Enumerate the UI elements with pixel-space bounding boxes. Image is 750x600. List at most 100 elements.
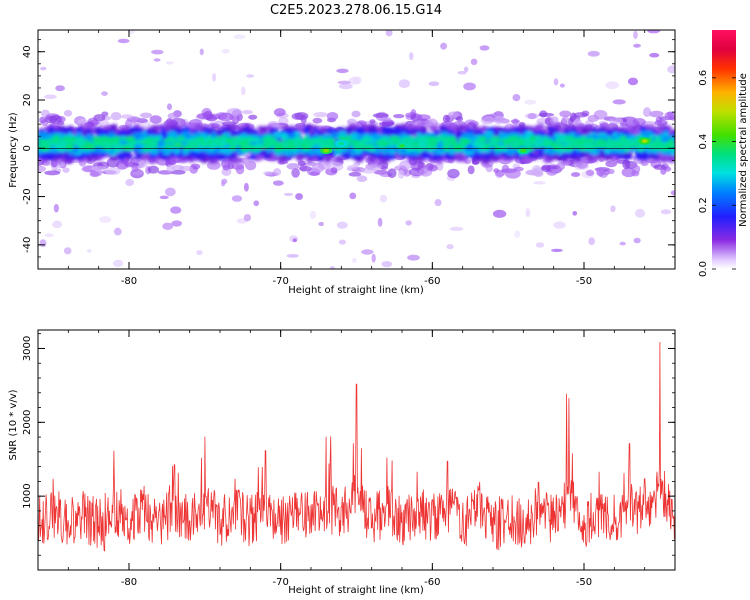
heatmap-cell [496, 138, 501, 143]
heatmap-cell [221, 181, 226, 187]
heatmap-cell [394, 154, 401, 158]
heatmap-cell [318, 221, 325, 227]
heatmap-cell [428, 138, 440, 146]
spectrogram-y-tick-label: 40 [22, 45, 33, 58]
heatmap-cell [67, 139, 73, 144]
heatmap-cell [559, 83, 565, 88]
heatmap-cell [428, 81, 440, 87]
heatmap-cell [289, 135, 294, 139]
heatmap-cell [541, 164, 551, 172]
heatmap-cell [62, 167, 70, 173]
heatmap-cell [387, 142, 395, 147]
heatmap-cell [166, 137, 175, 142]
heatmap-cell [654, 143, 665, 152]
heatmap-cell [489, 157, 500, 162]
heatmap-cell [399, 155, 406, 159]
heatmap-cell [324, 138, 330, 145]
heatmap-cell [379, 194, 388, 203]
heatmap-cell [91, 136, 102, 142]
heatmap-cell [106, 148, 111, 154]
heatmap-cell [479, 45, 490, 51]
heatmap-cell [273, 144, 282, 153]
heatmap-cell [310, 137, 320, 144]
heatmap-cell [663, 130, 669, 138]
heatmap-cell [493, 115, 505, 125]
heatmap-cell [371, 253, 376, 263]
colorbar-ticks: 0.00.20.40.6 [698, 70, 736, 277]
heatmap-cell [591, 134, 599, 138]
heatmap-cell [44, 170, 61, 176]
heatmap-cell [227, 124, 239, 129]
heatmap-cell [38, 154, 43, 159]
heatmap-cell [383, 135, 389, 142]
heatmap-cell [505, 154, 513, 159]
heatmap-hot-spot-core [323, 148, 330, 153]
heatmap-cell [139, 140, 148, 144]
heatmap-cell [134, 153, 141, 159]
heatmap-cell [387, 168, 397, 179]
heatmap-cell [383, 127, 392, 134]
heatmap-cell [159, 143, 165, 149]
heatmap-cell [142, 145, 150, 152]
spectrogram-x-tick-label: -80 [121, 276, 137, 287]
spectrogram-x-tick-label: -70 [272, 276, 288, 287]
heatmap-cell [252, 136, 261, 143]
heatmap-cell [121, 136, 126, 142]
heatmap-cell [303, 136, 309, 144]
heatmap-cell [491, 137, 497, 145]
heatmap-cell [400, 123, 408, 130]
heatmap-cell [298, 150, 307, 154]
heatmap-cell [418, 141, 427, 149]
heatmap-cell [225, 155, 235, 159]
spectrogram-y-axis-label: Frequency (Hz) [8, 112, 19, 188]
heatmap-cell [538, 131, 546, 136]
heatmap-cell [171, 220, 183, 227]
heatmap-cell [199, 48, 204, 56]
heatmap-cell [633, 30, 638, 40]
heatmap-cell [368, 143, 375, 148]
spectrogram-x-ticks: -80 -70 -60 -50 [37, 30, 676, 287]
heatmap-cell [670, 190, 675, 196]
heatmap-cell [93, 140, 103, 144]
heatmap-cell [160, 127, 166, 134]
colorbar-label: Normalized spectral amplitude [738, 73, 749, 227]
heatmap-cell [338, 83, 353, 90]
heatmap-cell [576, 159, 588, 169]
heatmap-cell [518, 142, 524, 147]
heatmap-cell [667, 65, 675, 74]
heatmap-cell [596, 167, 605, 177]
heatmap-cell [446, 244, 454, 250]
heatmap-cell [412, 141, 419, 147]
heatmap-cell [325, 157, 331, 162]
heatmap-cell [595, 142, 603, 149]
heatmap-hot-spot-core [520, 148, 527, 153]
heatmap-cell [434, 198, 442, 207]
heatmap-cell [309, 210, 317, 219]
heatmap-cell [147, 165, 159, 174]
heatmap-cell [45, 153, 55, 161]
heatmap-cell [353, 149, 364, 154]
heatmap-cell [530, 134, 536, 142]
heatmap-cell [435, 161, 444, 171]
heatmap-cell [463, 82, 476, 91]
heatmap-cell [585, 169, 595, 177]
heatmap-cell [525, 208, 531, 218]
heatmap-cell [418, 136, 426, 141]
heatmap-cell [664, 111, 675, 119]
heatmap-cell [301, 153, 307, 159]
heatmap-cell [549, 141, 557, 147]
heatmap-cell [567, 139, 572, 143]
heatmap-cell [537, 126, 546, 130]
heatmap-cell [88, 155, 100, 160]
heatmap-cell [514, 142, 521, 149]
heatmap-cell [243, 182, 249, 192]
heatmap-cell [149, 115, 162, 124]
heatmap-cell [382, 140, 389, 146]
heatmap-cell [461, 157, 468, 163]
heatmap-cell [476, 154, 486, 158]
heatmap-cell [543, 157, 549, 163]
heatmap-cell [225, 137, 233, 144]
heatmap-cell [294, 128, 299, 132]
